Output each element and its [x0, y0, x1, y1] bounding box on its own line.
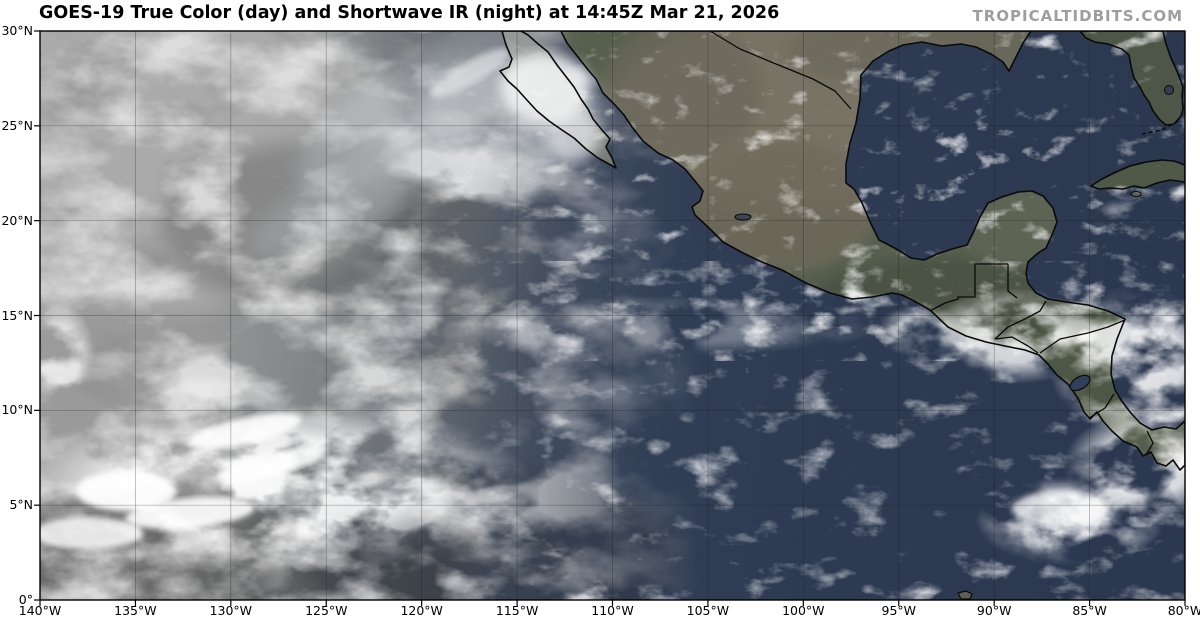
- cloud-layer: [40, 31, 1185, 600]
- lakes-layer: [734, 85, 1174, 392]
- lon-label-100w: 100°W: [782, 603, 825, 618]
- lat-label-10n: 10°N: [1, 402, 33, 418]
- lat-label-25n: 25°N: [1, 117, 33, 133]
- lon-label-120w: 120°W: [400, 603, 443, 618]
- lat-label-20n: 20°N: [1, 212, 33, 228]
- coastline-layer: [499, 31, 1185, 600]
- lon-label-125w: 125°W: [305, 603, 348, 618]
- lon-label-140w: 140°W: [18, 603, 62, 618]
- lon-label-130w: 130°W: [209, 603, 253, 618]
- lon-label-110w: 110°W: [591, 603, 634, 618]
- axis-ticks: [34, 30, 1186, 606]
- satellite-map: [34, 30, 1186, 606]
- lon-label-85w: 85°W: [1072, 603, 1107, 618]
- lat-label-5n: 5°N: [9, 497, 33, 513]
- lat-label-15n: 15°N: [1, 307, 33, 323]
- lon-label-105w: 105°W: [686, 603, 730, 618]
- satellite-imagery: [34, 30, 1186, 606]
- lon-label-90w: 90°W: [976, 603, 1012, 618]
- lat-label-0: 0°: [18, 592, 33, 607]
- lon-label-135w: 135°W: [114, 603, 157, 618]
- map-frame-border: [34, 30, 1186, 606]
- border-layer: [709, 31, 1179, 456]
- graticule: [40, 31, 1185, 600]
- lat-label-30n: 30°N: [1, 23, 33, 38]
- lon-label-80w: 80°W: [1167, 603, 1200, 618]
- lon-label-95w: 95°W: [881, 603, 917, 618]
- page-title: GOES-19 True Color (day) and Shortwave I…: [39, 3, 780, 23]
- lon-label-115w: 115°W: [495, 603, 539, 618]
- watermark: TROPICALTIDBITS.COM: [972, 7, 1183, 25]
